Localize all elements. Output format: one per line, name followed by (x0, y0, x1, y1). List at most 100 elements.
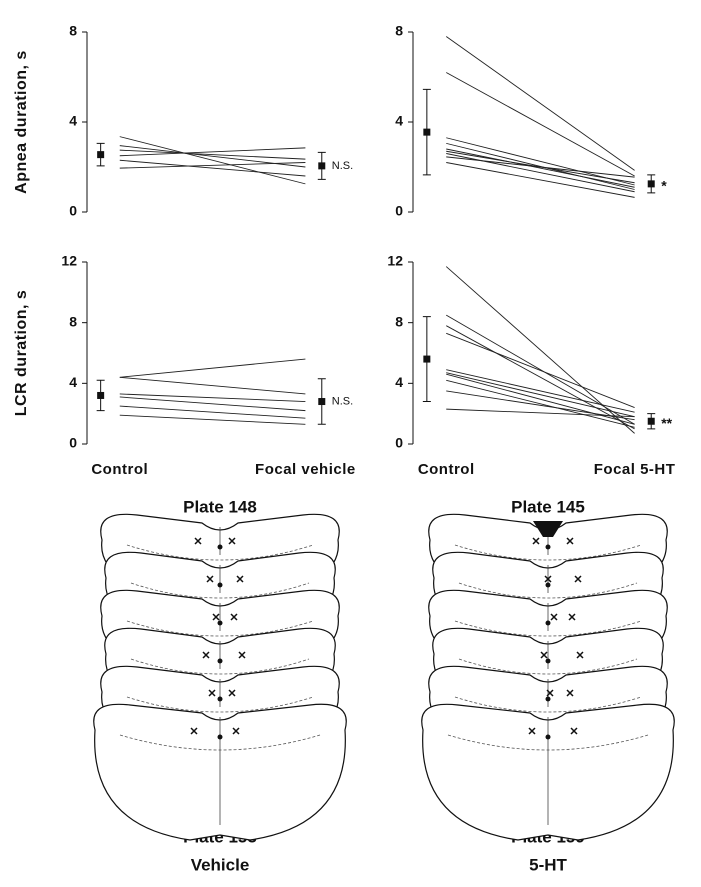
y-axis-label: Apnea duration, s (13, 50, 30, 194)
brain-detail (454, 696, 642, 713)
x-tick-label: Control (91, 461, 148, 478)
subject-line (119, 162, 306, 169)
subject-line (446, 156, 635, 178)
injection-site (208, 689, 216, 697)
central-canal (545, 582, 551, 588)
subject-line (119, 149, 306, 160)
subject-line (446, 72, 635, 177)
y-tick-label: 4 (395, 374, 403, 390)
brain-detail (458, 658, 638, 675)
x-tick-label: Control (418, 461, 475, 478)
mean-marker (647, 417, 655, 425)
y-tick-label: 8 (69, 313, 77, 329)
subject-line (119, 136, 306, 185)
brain-detail (126, 696, 314, 713)
injection-site (228, 537, 236, 545)
y-tick-label: 0 (395, 435, 403, 451)
injection-site (566, 689, 574, 697)
injection-site (528, 727, 536, 735)
subject-line (446, 332, 635, 409)
x-tick-label: Focal vehicle (255, 461, 356, 478)
subject-line (446, 408, 635, 418)
y-tick-label: 4 (69, 113, 77, 129)
central-canal (217, 620, 223, 626)
subject-line (446, 379, 635, 428)
fourth-ventricle (533, 521, 563, 537)
mean-marker (318, 162, 326, 170)
brain-detail (130, 582, 310, 599)
injection-site (576, 651, 584, 659)
injection-site (194, 537, 202, 545)
injection-site (236, 575, 244, 583)
significance-label: * (661, 178, 667, 194)
subject-line (119, 405, 306, 419)
y-tick-label: 0 (395, 203, 403, 219)
central-canal (545, 544, 551, 550)
y-tick-label: 0 (69, 203, 77, 219)
injection-site (532, 537, 540, 545)
group-label: 5-HT (529, 855, 567, 874)
mean-marker (318, 398, 326, 406)
y-tick-label: 8 (69, 23, 77, 39)
subject-line (119, 147, 306, 157)
subject-line (119, 358, 306, 378)
injection-site (206, 575, 214, 583)
central-canal (545, 658, 551, 664)
mean-marker (97, 391, 105, 399)
central-canal (545, 620, 551, 626)
injection-site (230, 613, 238, 621)
subject-line (446, 314, 635, 425)
injection-site (238, 651, 246, 659)
mean-marker (423, 128, 431, 136)
y-tick-label: 12 (387, 253, 403, 269)
mean-marker (647, 180, 655, 188)
x-tick-label: Focal 5-HT (594, 461, 676, 478)
y-tick-label: 8 (395, 23, 403, 39)
y-tick-label: 4 (69, 374, 77, 390)
central-canal (217, 582, 223, 588)
injection-site (568, 613, 576, 621)
central-canal (217, 734, 223, 740)
injection-site (228, 689, 236, 697)
subject-line (446, 373, 635, 425)
injection-site (550, 613, 558, 621)
injection-site (212, 613, 220, 621)
central-canal (217, 658, 223, 664)
plate-label: Plate 148 (183, 497, 257, 516)
subject-line (446, 325, 635, 430)
injection-site (202, 651, 210, 659)
y-axis-label: LCR duration, s (13, 290, 30, 417)
subject-line (446, 142, 635, 190)
y-tick-label: 8 (395, 313, 403, 329)
brain-detail (130, 658, 310, 675)
central-canal (217, 696, 223, 702)
subject-line (119, 159, 306, 177)
subject-line (446, 162, 635, 198)
y-tick-label: 0 (69, 435, 77, 451)
subject-line (446, 153, 635, 193)
injection-site (544, 575, 552, 583)
mean-marker (97, 151, 105, 159)
subject-line (119, 376, 306, 395)
central-canal (217, 544, 223, 550)
significance-label: ** (661, 415, 672, 431)
subject-line (446, 372, 635, 418)
subject-line (119, 393, 306, 402)
subject-line (445, 36, 635, 171)
group-label: Vehicle (191, 855, 250, 874)
injection-site (546, 689, 554, 697)
brain-detail (458, 582, 638, 599)
subject-line (446, 390, 635, 421)
plate-label: Plate 145 (511, 497, 585, 516)
subject-line (446, 148, 635, 188)
brain-detail (454, 544, 642, 561)
subject-line (119, 396, 306, 412)
brain-detail (126, 620, 314, 637)
central-canal (545, 734, 551, 740)
significance-label: N.S. (332, 395, 353, 407)
subject-line (119, 414, 306, 425)
subject-line (446, 369, 635, 413)
y-tick-label: 12 (61, 253, 77, 269)
brain-detail (126, 544, 314, 561)
y-tick-label: 4 (395, 113, 403, 129)
